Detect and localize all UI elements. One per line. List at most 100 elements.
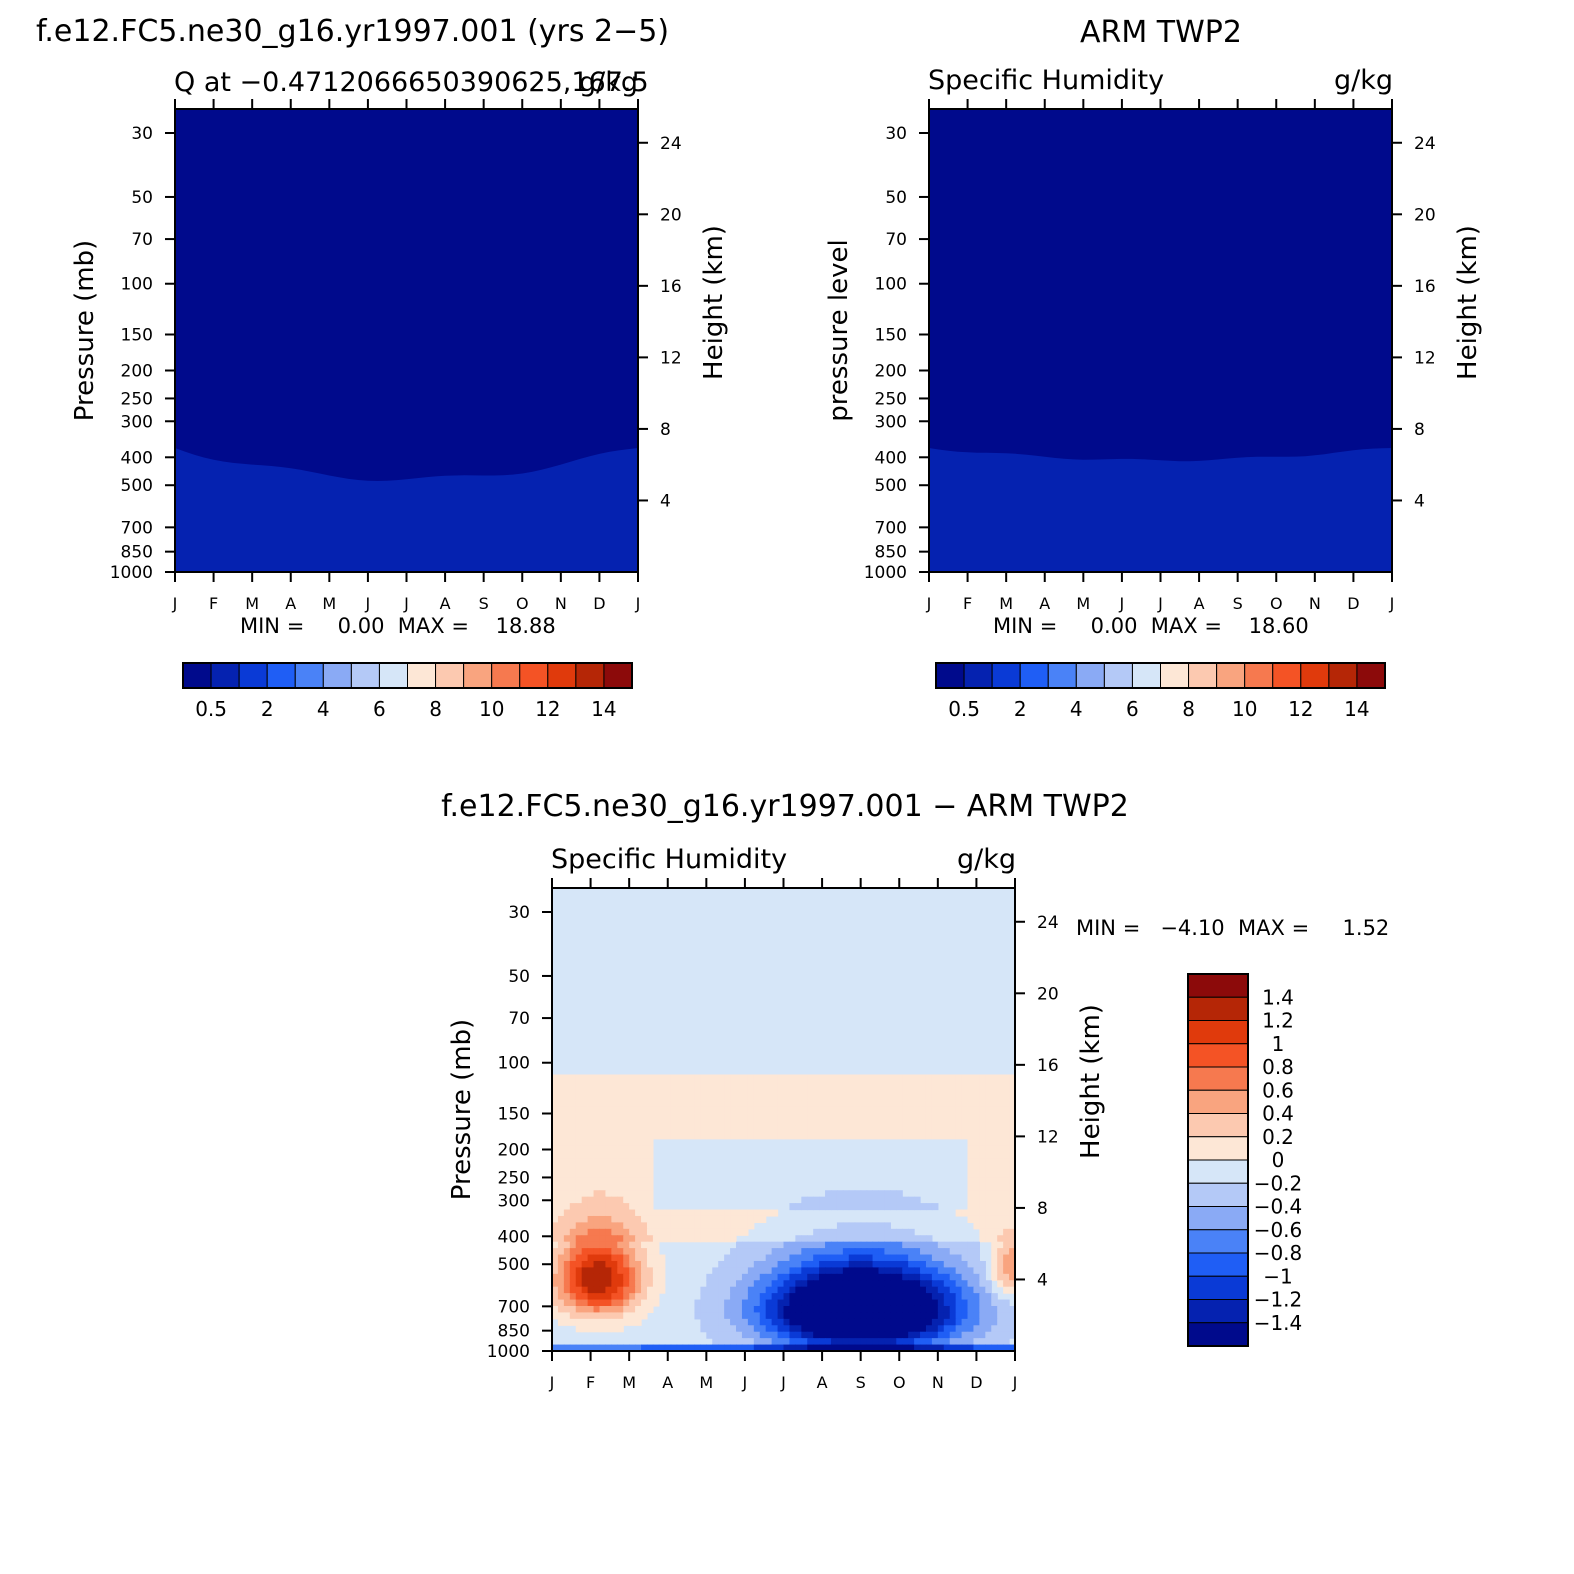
diff-cell (718, 1331, 725, 1339)
diff-cell (884, 1260, 891, 1268)
diff-cell (878, 1248, 886, 1256)
diff-cell (730, 1228, 737, 1236)
diff-cell (991, 1267, 998, 1275)
diff-cell (557, 1125, 565, 1133)
diff-cell (658, 1235, 666, 1243)
diff-cell (700, 1106, 707, 1114)
colorbar-label: 6 (1126, 697, 1139, 721)
diff-cell (985, 1080, 992, 1088)
diff-cell (925, 1235, 933, 1243)
diff-cell (652, 1074, 660, 1082)
diff-cell (854, 1260, 862, 1268)
obs-minmax: MIN = 0.00 MAX = 18.60 (993, 614, 1309, 638)
diff-cell (783, 1312, 791, 1320)
diff-cell (635, 1093, 642, 1101)
diff-cell (902, 1228, 909, 1236)
diff-cell (819, 1248, 826, 1256)
diff-cell (783, 1087, 791, 1095)
diff-cell (819, 1074, 826, 1082)
diff-cell (641, 1293, 648, 1301)
diff-cell (706, 1318, 713, 1326)
pressure-label: 400 (498, 1227, 530, 1247)
diff-cell (997, 1305, 1004, 1314)
diff-cell (771, 1331, 779, 1339)
diff-cell (688, 1119, 696, 1127)
diff-cell (961, 1286, 969, 1294)
diff-cell (1009, 1325, 1016, 1333)
diff-cell (819, 1119, 826, 1127)
diff-cell (712, 1299, 719, 1307)
diff-cell (991, 1183, 998, 1191)
colorbar-swatch (182, 662, 212, 689)
diff-cell (807, 1338, 814, 1346)
diff-cell (557, 1138, 565, 1146)
diff-cell (563, 1305, 571, 1314)
diff-cell (943, 1344, 951, 1352)
diff-cell (955, 1080, 963, 1088)
diff-cell (599, 1222, 607, 1230)
colorbar-swatch (1160, 662, 1190, 689)
diff-cell (712, 1119, 719, 1127)
diff-cell (552, 1293, 559, 1301)
diff-cell (896, 1132, 903, 1140)
diff-cell (902, 1203, 909, 1211)
diff-cell (884, 1325, 891, 1333)
diff-cell (890, 1312, 897, 1320)
diff-cell (759, 1318, 767, 1326)
diff-cell (878, 1312, 886, 1320)
diff-cell (646, 1145, 654, 1153)
diff-cell (688, 1215, 696, 1223)
diff-cell (611, 1318, 618, 1326)
diff-cell (587, 1183, 595, 1191)
diff-cell (694, 1100, 701, 1108)
diff-cell (943, 1260, 951, 1268)
diff-cell (623, 1074, 630, 1082)
diff-cell (1009, 1138, 1016, 1146)
diff-cell (902, 1267, 909, 1275)
diff-cell (931, 1280, 939, 1288)
colorbar-swatch (322, 662, 352, 689)
diff-cell (819, 1254, 826, 1262)
diff-cell (979, 1325, 986, 1333)
diff-cell (623, 1235, 630, 1243)
diff-cell (641, 1100, 648, 1108)
diff-cell (753, 1338, 761, 1346)
diff-cell (920, 1203, 927, 1211)
diff-cell (884, 1338, 891, 1346)
diff-cell (961, 1106, 969, 1114)
diff-cell (836, 1299, 844, 1307)
diff-cell (985, 1299, 992, 1307)
diff-cell (854, 1222, 862, 1230)
diff-cell (979, 1158, 986, 1166)
month-label: D (970, 1373, 982, 1392)
diff-cell (741, 1286, 749, 1294)
diff-cell (795, 1125, 802, 1133)
diff-cell (890, 1241, 897, 1249)
diff-cell (884, 1228, 891, 1236)
diff-cell (801, 1119, 808, 1127)
diff-cell (967, 1254, 975, 1262)
diff-cell (736, 1260, 743, 1268)
diff-cell (1003, 1132, 1010, 1140)
diff-cell (629, 1305, 636, 1314)
colorbar-label: 12 (535, 697, 560, 721)
diff-cell (955, 1344, 963, 1352)
diff-cell (706, 1312, 713, 1320)
height-label: 24 (1037, 913, 1059, 933)
diff-cell (771, 1087, 779, 1095)
diff-cell (801, 1074, 808, 1082)
diff-cell (896, 1113, 903, 1121)
diff-cell (813, 1087, 820, 1095)
diff-cell (967, 1138, 975, 1146)
colorbar-label: −0.2 (1254, 1171, 1303, 1195)
diff-cell (842, 1260, 850, 1268)
diff-cell (997, 1241, 1004, 1249)
diff-cell (920, 1312, 927, 1320)
diff-cell (581, 1119, 589, 1127)
diff-cell (741, 1325, 749, 1333)
month-label: A (285, 594, 296, 613)
diff-cell (925, 1254, 933, 1262)
diff-cell (925, 1331, 933, 1339)
diff-cell (694, 1087, 701, 1095)
diff-cell (878, 1325, 886, 1333)
